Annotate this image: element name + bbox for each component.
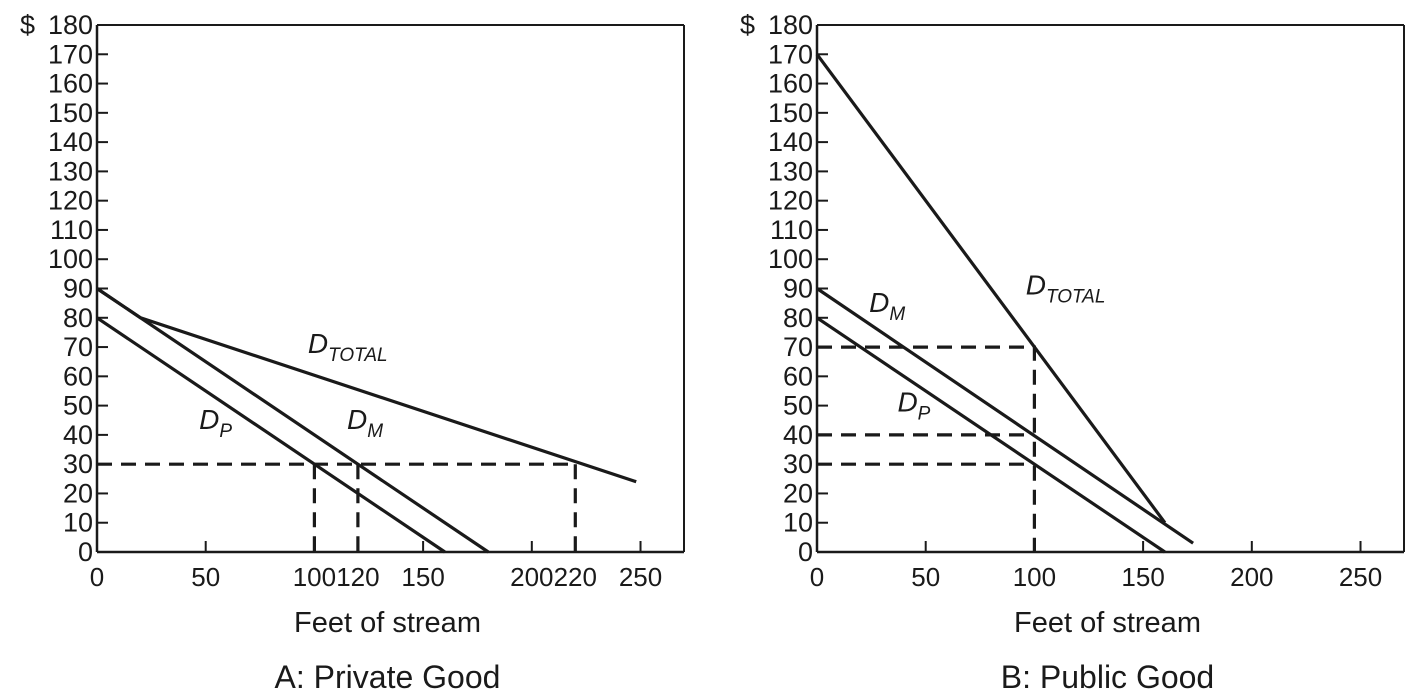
chart-0-y-tick-label: 10 bbox=[63, 508, 93, 538]
chart-1-x-tick-label: 0 bbox=[810, 562, 824, 592]
chart-1-y-tick-label: 130 bbox=[768, 156, 813, 186]
chart-0-series-total-label-main: D bbox=[308, 328, 328, 359]
chart-0-x-tick-label: 200 bbox=[510, 562, 553, 592]
chart-0-series-p-line bbox=[96, 316, 446, 554]
chart-1-series-p-label-main: D bbox=[897, 386, 917, 417]
chart-1-series-m-line bbox=[816, 287, 1194, 545]
chart-0-series-total-label: DTOTAL bbox=[308, 328, 388, 366]
chart-0-series-m-label-main: D bbox=[347, 404, 367, 435]
chart-1-y-tick-label: 180 bbox=[768, 10, 813, 40]
chart-0-y-tick-label: 20 bbox=[63, 478, 93, 508]
chart-1-y-prefix: $ bbox=[740, 10, 755, 40]
chart-1-series-total-label: DTOTAL bbox=[1026, 269, 1106, 307]
chart-0-series-total-line bbox=[96, 287, 637, 484]
chart-0-y-tick-label: 140 bbox=[48, 127, 93, 157]
chart-0-y-tick-label: 160 bbox=[48, 69, 93, 99]
chart-0-panel: 0102030405060708090100110120130140150160… bbox=[20, 10, 685, 695]
chart-1-series-p-label: DP bbox=[897, 386, 930, 424]
chart-0-x-tick-label: 150 bbox=[401, 562, 444, 592]
chart-1-y-tick-label: 110 bbox=[770, 215, 813, 245]
chart-1-x-tick-label: 150 bbox=[1121, 562, 1164, 592]
chart-1-y-tick-label: 70 bbox=[783, 332, 813, 362]
chart-0-series-p-label-main: D bbox=[199, 404, 219, 435]
chart-0-title: A: Private Good bbox=[275, 659, 501, 695]
chart-1-series-p-label-subscript: P bbox=[918, 403, 931, 424]
chart-0-series-total-label-subscript: TOTAL bbox=[328, 345, 387, 366]
chart-0-x-tick-label: 0 bbox=[90, 562, 104, 592]
chart-0-y-tick-label: 30 bbox=[63, 449, 93, 479]
chart-0-y-tick-label: 150 bbox=[48, 98, 93, 128]
chart-0-series-p-label: DP bbox=[199, 404, 232, 442]
chart-0-y-tick-label: 90 bbox=[63, 274, 93, 304]
chart-1-dashed-guide bbox=[817, 345, 1037, 552]
chart-0-series-m-label-subscript: M bbox=[367, 421, 383, 442]
chart-0-x-tick-label: 250 bbox=[619, 562, 662, 592]
chart-1-y-tick-label: 40 bbox=[783, 420, 813, 450]
chart-0-y-tick-label: 50 bbox=[63, 391, 93, 421]
chart-1-y-tick-label: 140 bbox=[768, 127, 813, 157]
chart-1-title: B: Public Good bbox=[1001, 659, 1214, 695]
chart-0-y-tick-label: 120 bbox=[48, 186, 93, 216]
chart-0-y-tick-label: 70 bbox=[63, 332, 93, 362]
chart-0-x-tick-label: 50 bbox=[191, 562, 220, 592]
chart-0-series-m-label: DM bbox=[347, 404, 383, 442]
chart-1-y-tick-label: 30 bbox=[783, 449, 813, 479]
chart-0-y-prefix: $ bbox=[20, 10, 35, 40]
chart-1-y-tick-label: 170 bbox=[768, 39, 813, 69]
chart-0-x-axis-title: Feet of stream bbox=[294, 607, 481, 639]
chart-1-series-m-label: DM bbox=[869, 287, 905, 325]
chart-1-y-tick-label: 0 bbox=[798, 537, 813, 567]
chart-1-x-tick-label: 200 bbox=[1230, 562, 1273, 592]
chart-0-y-tick-label: 110 bbox=[50, 215, 93, 245]
chart-1-y-tick-label: 150 bbox=[768, 98, 813, 128]
chart-0-y-tick-label: 180 bbox=[48, 10, 93, 40]
chart-1-panel: 0102030405060708090100110120130140150160… bbox=[740, 10, 1405, 695]
chart-0-y-tick-label: 80 bbox=[63, 303, 93, 333]
chart-0-series-p-label-subscript: P bbox=[219, 421, 232, 442]
chart-0-y-tick-label: 40 bbox=[63, 420, 93, 450]
chart-0-x-tick-label: 220 bbox=[554, 562, 597, 592]
chart-1-y-tick-label: 20 bbox=[783, 478, 813, 508]
chart-1-y-tick-label: 120 bbox=[768, 186, 813, 216]
chart-1-series-m-label-main: D bbox=[869, 287, 889, 318]
chart-1-y-tick-label: 60 bbox=[783, 361, 813, 391]
chart-1-y-tick-label: 10 bbox=[783, 508, 813, 538]
chart-1-y-tick-label: 50 bbox=[783, 391, 813, 421]
chart-0-y-tick-label: 130 bbox=[48, 156, 93, 186]
chart-1-x-axis-title: Feet of stream bbox=[1014, 607, 1201, 639]
chart-0-series-m-line bbox=[96, 287, 490, 554]
chart-0-x-tick-label: 120 bbox=[336, 562, 379, 592]
chart-1-y-tick-label: 100 bbox=[768, 244, 813, 274]
chart-0-y-tick-label: 0 bbox=[78, 537, 93, 567]
chart-1-series-total-label-main: D bbox=[1026, 269, 1046, 300]
chart-0-y-tick-label: 170 bbox=[48, 39, 93, 69]
chart-1-y-tick-label: 80 bbox=[783, 303, 813, 333]
chart-0-x-tick-label: 100 bbox=[293, 562, 336, 592]
chart-1-y-tick-label: 160 bbox=[768, 69, 813, 99]
chart-1-series-p-line bbox=[816, 316, 1166, 554]
chart-1-series-total-line bbox=[815, 53, 1167, 524]
chart-1-x-tick-label: 250 bbox=[1339, 562, 1382, 592]
chart-0-y-tick-label: 60 bbox=[63, 361, 93, 391]
chart-1-series-m-label-subscript: M bbox=[889, 304, 905, 325]
chart-1-x-tick-label: 50 bbox=[911, 562, 940, 592]
chart-1-series-total-label-subscript: TOTAL bbox=[1046, 286, 1105, 307]
chart-1-y-tick-label: 90 bbox=[783, 274, 813, 304]
chart-1-x-tick-label: 100 bbox=[1013, 562, 1056, 592]
chart-0-y-tick-label: 100 bbox=[48, 244, 93, 274]
